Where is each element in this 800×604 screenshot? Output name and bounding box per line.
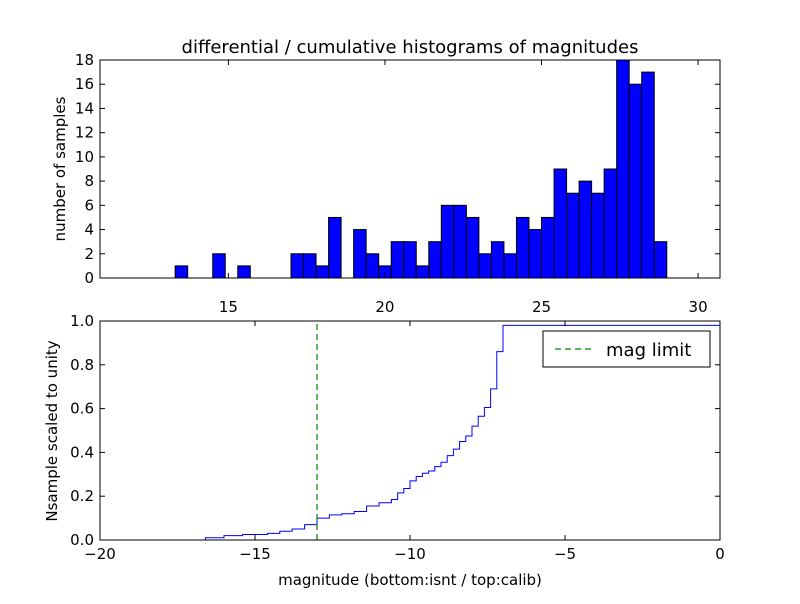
histogram-bar-18 xyxy=(490,241,505,279)
legend-label-mag-limit: mag limit xyxy=(606,340,691,361)
histogram-bar-7 xyxy=(353,229,367,279)
histogram-bar-4 xyxy=(303,253,317,279)
top-y-tick-label: 0 xyxy=(84,269,94,287)
bottom-lines xyxy=(100,321,721,541)
histogram-bar-28 xyxy=(616,59,630,279)
bottom-y-tick-label: 0.2 xyxy=(70,487,94,505)
top-histogram-panel: differential / cumulative histograms of … xyxy=(51,37,721,316)
bottom-x-axis-label: magnitude (bottom:isnt / top:calib) xyxy=(278,571,542,589)
top-x-tick-label: 25 xyxy=(532,298,551,316)
histogram-bar-13 xyxy=(428,241,442,279)
top-y-tick-label: 2 xyxy=(84,245,94,263)
histogram-bar-19 xyxy=(503,253,517,279)
bottom-y-tick-label: 0.6 xyxy=(70,400,94,418)
histogram-bar-23 xyxy=(553,168,568,279)
histogram-bar-25 xyxy=(578,180,593,279)
top-plot-frame xyxy=(99,59,721,279)
bottom-y-tick-label: 0.8 xyxy=(70,356,94,374)
bottom-x-tick-label: −15 xyxy=(239,545,271,563)
cumulative-step-line xyxy=(100,324,721,541)
bottom-plot-frame xyxy=(99,320,721,541)
histogram-bar-5 xyxy=(315,265,330,279)
histogram-bar-20 xyxy=(515,216,530,279)
bottom-x-tick-label: −5 xyxy=(554,545,576,563)
bottom-x-tick-label: 0 xyxy=(715,545,725,563)
top-y-tick-label: 4 xyxy=(84,221,94,239)
top-y-tick-label: 8 xyxy=(84,172,94,190)
histogram-bar-2 xyxy=(237,265,251,279)
histogram-bar-22 xyxy=(541,216,555,279)
top-x-tick-label: 15 xyxy=(219,298,238,316)
bottom-x-tick-label: −10 xyxy=(394,545,426,563)
histogram-bar-10 xyxy=(390,241,405,279)
histogram-bar-29 xyxy=(628,83,643,279)
bottom-cumulative-panel: −20 −15 −10 −5 0 0.0 0.2 0.4 0.6 0.8 1.0 magnitude… xyxy=(43,312,725,589)
histogram-bar-21 xyxy=(528,229,543,279)
legend: mag limit xyxy=(542,330,711,368)
histogram-bar-1 xyxy=(212,253,226,279)
top-y-tick-label: 18 xyxy=(75,51,94,69)
top-y-tick-label: 14 xyxy=(75,99,94,117)
top-bars xyxy=(174,59,668,279)
histogram-bar-30 xyxy=(641,71,655,279)
bottom-x-tick-label: −20 xyxy=(84,545,116,563)
top-axis-ticks: 15 20 25 30 0 2 4 6 8 10 12 14 16 18 xyxy=(75,51,720,316)
bottom-axis-ticks: −20 −15 −10 −5 0 0.0 0.2 0.4 0.6 0.8 1.0 xyxy=(70,312,725,563)
top-x-tick-label: 20 xyxy=(375,298,394,316)
histogram-bar-15 xyxy=(453,204,467,279)
histogram-bar-17 xyxy=(478,253,492,279)
top-y-tick-label: 10 xyxy=(75,148,94,166)
bottom-y-tick-label: 1.0 xyxy=(70,312,94,330)
histogram-bar-31 xyxy=(653,241,668,279)
top-x-tick-label: 30 xyxy=(689,298,708,316)
top-y-tick-label: 12 xyxy=(75,124,94,142)
histogram-bar-14 xyxy=(440,204,455,279)
histogram-bar-12 xyxy=(415,265,430,279)
histogram-bar-24 xyxy=(566,192,580,279)
top-y-axis-label: number of samples xyxy=(51,96,69,241)
histogram-bar-8 xyxy=(365,253,380,279)
histogram-bar-3 xyxy=(290,253,305,279)
histogram-bar-11 xyxy=(403,241,417,279)
histogram-bar-16 xyxy=(465,216,480,279)
top-chart-title: differential / cumulative histograms of … xyxy=(182,37,639,58)
histogram-bar-27 xyxy=(603,168,618,279)
top-y-tick-label: 6 xyxy=(84,196,94,214)
histogram-bar-26 xyxy=(591,192,605,279)
histogram-bar-0 xyxy=(174,265,189,279)
bottom-y-tick-label: 0.4 xyxy=(70,443,94,461)
bottom-y-tick-label: 0.0 xyxy=(70,531,94,549)
top-y-tick-label: 16 xyxy=(75,75,94,93)
bottom-y-axis-label: Nsample scaled to unity xyxy=(43,340,61,521)
histogram-bar-6 xyxy=(328,216,342,279)
